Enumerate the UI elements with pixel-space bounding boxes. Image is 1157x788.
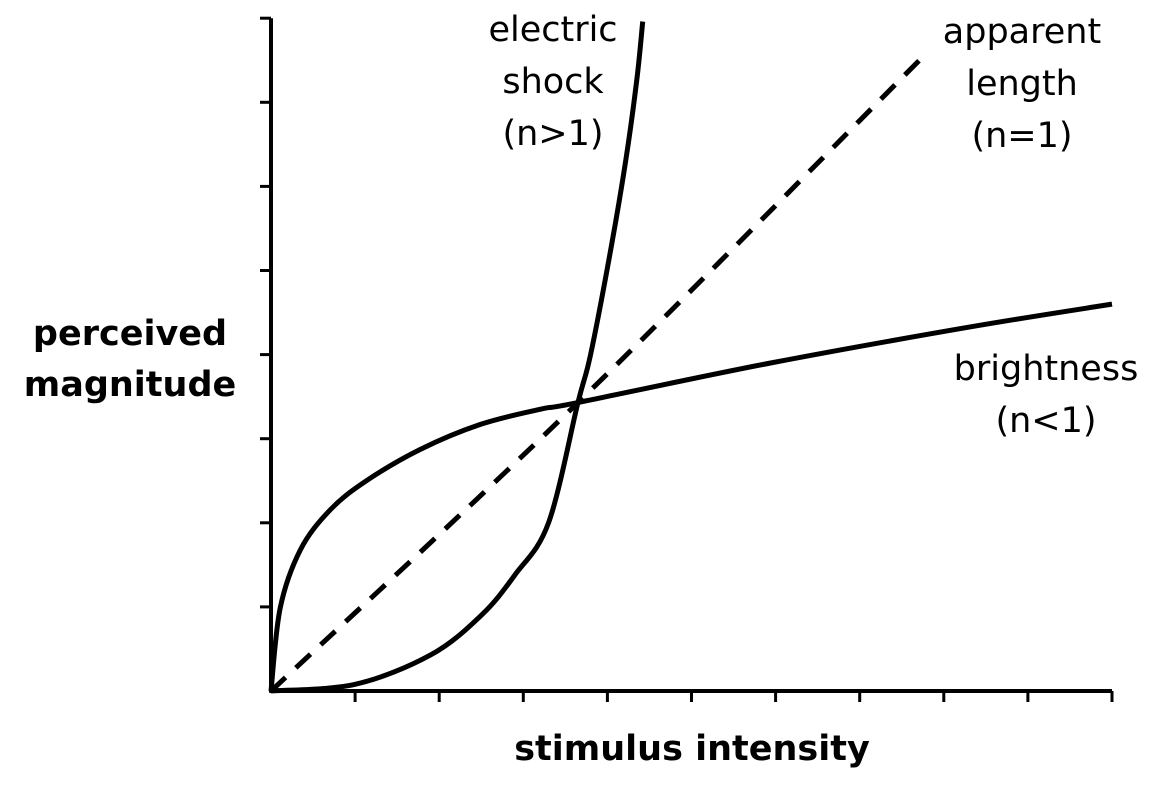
y-axis-title-line1: perceived (33, 314, 227, 354)
label-electric-shock: electric shock (n>1) (488, 10, 617, 154)
label-electric-shock-line3: (n>1) (502, 114, 603, 154)
label-apparent-length-line1: apparent (943, 12, 1101, 52)
label-electric-shock-line2: shock (502, 62, 604, 102)
y-axis-title-line2: magnitude (24, 365, 237, 405)
series-brightness (268, 301, 1113, 692)
x-axis-title: stimulus intensity (514, 729, 870, 769)
label-apparent-length: apparent length (n=1) (943, 12, 1101, 156)
label-apparent-length-line3: (n=1) (971, 116, 1072, 156)
series-electric-shock (270, 21, 646, 694)
label-brightness-line1: brightness (954, 349, 1139, 389)
label-brightness: brightness (n<1) (954, 349, 1139, 441)
label-brightness-line2: (n<1) (995, 401, 1096, 441)
label-electric-shock-line1: electric (488, 10, 617, 50)
label-apparent-length-line2: length (966, 64, 1078, 104)
axes (260, 16, 1114, 702)
series-layer (268, 21, 1113, 694)
